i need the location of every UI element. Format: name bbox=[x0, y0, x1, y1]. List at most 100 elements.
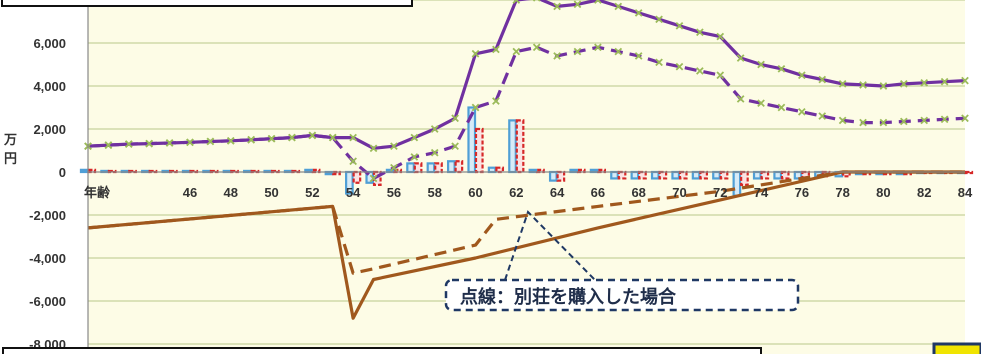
bottom-overlay-box bbox=[2, 347, 762, 354]
marker-stroke bbox=[920, 116, 929, 125]
series-marker bbox=[430, 148, 439, 157]
x-tick-label: 68 bbox=[631, 185, 645, 200]
series-marker bbox=[471, 49, 480, 58]
series-marker bbox=[573, 0, 582, 9]
series-marker bbox=[328, 133, 337, 142]
bar-villa-plan bbox=[434, 162, 443, 174]
marker-stroke bbox=[940, 115, 949, 124]
marker-stroke bbox=[430, 148, 439, 157]
top-overlay-box bbox=[1, 0, 413, 7]
marker-stroke bbox=[879, 118, 888, 127]
marker-stroke bbox=[410, 153, 419, 161]
x-tick-label: 52 bbox=[305, 185, 319, 200]
marker-stroke bbox=[899, 117, 908, 126]
series-marker bbox=[757, 99, 765, 108]
x-tick-label: 74 bbox=[754, 185, 769, 200]
bar-current-plan bbox=[732, 170, 742, 197]
series-marker bbox=[716, 32, 725, 41]
marker-stroke bbox=[165, 139, 174, 147]
series-marker bbox=[308, 131, 317, 140]
series-marker bbox=[390, 142, 398, 151]
marker-stroke bbox=[471, 103, 480, 112]
marker-stroke bbox=[390, 142, 398, 151]
series-marker bbox=[838, 116, 847, 125]
series-marker bbox=[961, 76, 969, 85]
series-marker bbox=[349, 157, 357, 166]
marker-stroke bbox=[226, 136, 235, 145]
marker-stroke bbox=[573, 47, 582, 56]
series-marker bbox=[492, 97, 500, 105]
marker-stroke bbox=[675, 62, 684, 71]
y-tick-label: 4,000 bbox=[33, 79, 66, 94]
ylabel-unit-bottom: 円 bbox=[4, 151, 17, 166]
series-marker bbox=[410, 153, 419, 161]
marker-stroke bbox=[594, 43, 602, 52]
bar-villa-plan bbox=[719, 170, 729, 180]
bar-villa-plan bbox=[352, 170, 362, 184]
series-marker bbox=[838, 80, 847, 88]
marker-stroke bbox=[838, 80, 847, 88]
series-marker bbox=[940, 77, 949, 86]
marker-stroke bbox=[634, 52, 643, 60]
series-line-solid bbox=[87, 0, 966, 150]
bar-current-plan bbox=[406, 162, 415, 174]
bar-current-plan bbox=[630, 170, 640, 180]
bar-villa-plan bbox=[474, 127, 484, 174]
bar-villa-plan bbox=[597, 168, 607, 174]
series-marker bbox=[920, 78, 929, 87]
bar-current-plan bbox=[508, 119, 517, 174]
x-axis-label: 年齢 bbox=[84, 185, 111, 200]
marker-stroke bbox=[757, 60, 765, 69]
series-marker bbox=[451, 142, 459, 151]
series-marker bbox=[736, 95, 745, 103]
x-tick-label: 80 bbox=[876, 185, 890, 200]
bar-villa-plan bbox=[576, 168, 586, 174]
y-tick-label: 0 bbox=[59, 165, 66, 180]
y-tick-label: -6,000 bbox=[29, 294, 66, 309]
corner-marker bbox=[932, 342, 981, 354]
marker-stroke bbox=[757, 99, 765, 108]
series-marker bbox=[696, 28, 704, 37]
x-tick-label: 84 bbox=[958, 185, 973, 200]
series-marker bbox=[532, 43, 541, 52]
series-marker bbox=[961, 114, 969, 123]
series-marker bbox=[777, 64, 786, 73]
x-tick-label: 46 bbox=[183, 185, 197, 200]
series-marker bbox=[634, 52, 643, 60]
x-tick-label: 54 bbox=[346, 185, 361, 200]
bar-villa-plan bbox=[964, 170, 974, 175]
bar-current-plan bbox=[610, 170, 619, 180]
marker-stroke bbox=[614, 47, 623, 56]
series-marker bbox=[430, 125, 439, 133]
bar-villa-plan bbox=[617, 170, 627, 180]
marker-stroke bbox=[349, 157, 357, 166]
series-marker bbox=[757, 60, 765, 69]
marker-stroke bbox=[899, 80, 908, 88]
bar-villa-plan bbox=[454, 160, 464, 174]
bar-villa-plan bbox=[413, 162, 423, 174]
series-marker bbox=[798, 71, 806, 80]
series-marker bbox=[614, 47, 623, 56]
series-marker bbox=[594, 0, 602, 4]
x-tick-label: 62 bbox=[509, 185, 523, 200]
marker-stroke bbox=[736, 95, 745, 103]
marker-stroke bbox=[186, 138, 194, 147]
series-marker bbox=[512, 47, 521, 56]
marker-stroke bbox=[573, 0, 582, 9]
marker-stroke bbox=[308, 131, 317, 140]
series-marker bbox=[818, 112, 827, 120]
marker-stroke bbox=[596, 0, 602, 4]
marker-stroke bbox=[512, 0, 518, 4]
marker-stroke bbox=[328, 133, 337, 142]
series-marker bbox=[696, 67, 704, 75]
series-marker bbox=[165, 139, 174, 147]
series-line-solid bbox=[87, 170, 965, 320]
series-marker bbox=[492, 45, 500, 54]
bar-current-plan bbox=[691, 170, 701, 180]
callout-text: 点線：別荘を購入した場合 bbox=[460, 286, 677, 308]
marker-stroke bbox=[655, 58, 663, 67]
bar-villa-plan bbox=[311, 168, 321, 174]
marker-stroke bbox=[430, 125, 439, 133]
x-tick-label: 48 bbox=[224, 185, 238, 200]
